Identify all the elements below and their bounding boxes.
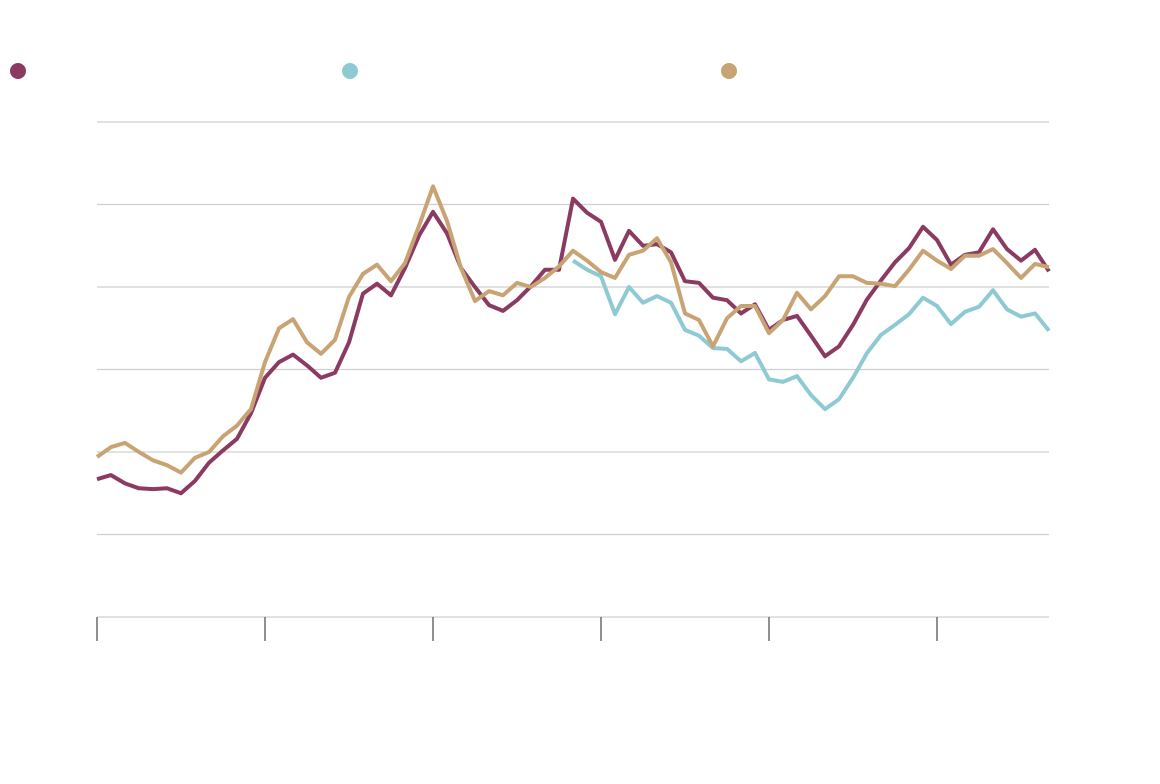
legend-dot	[342, 63, 358, 79]
legend-dot	[10, 63, 26, 79]
series-line	[96, 196, 1051, 496]
series-line	[95, 184, 1050, 475]
legend-dot	[721, 63, 737, 79]
series-line	[571, 258, 1051, 412]
